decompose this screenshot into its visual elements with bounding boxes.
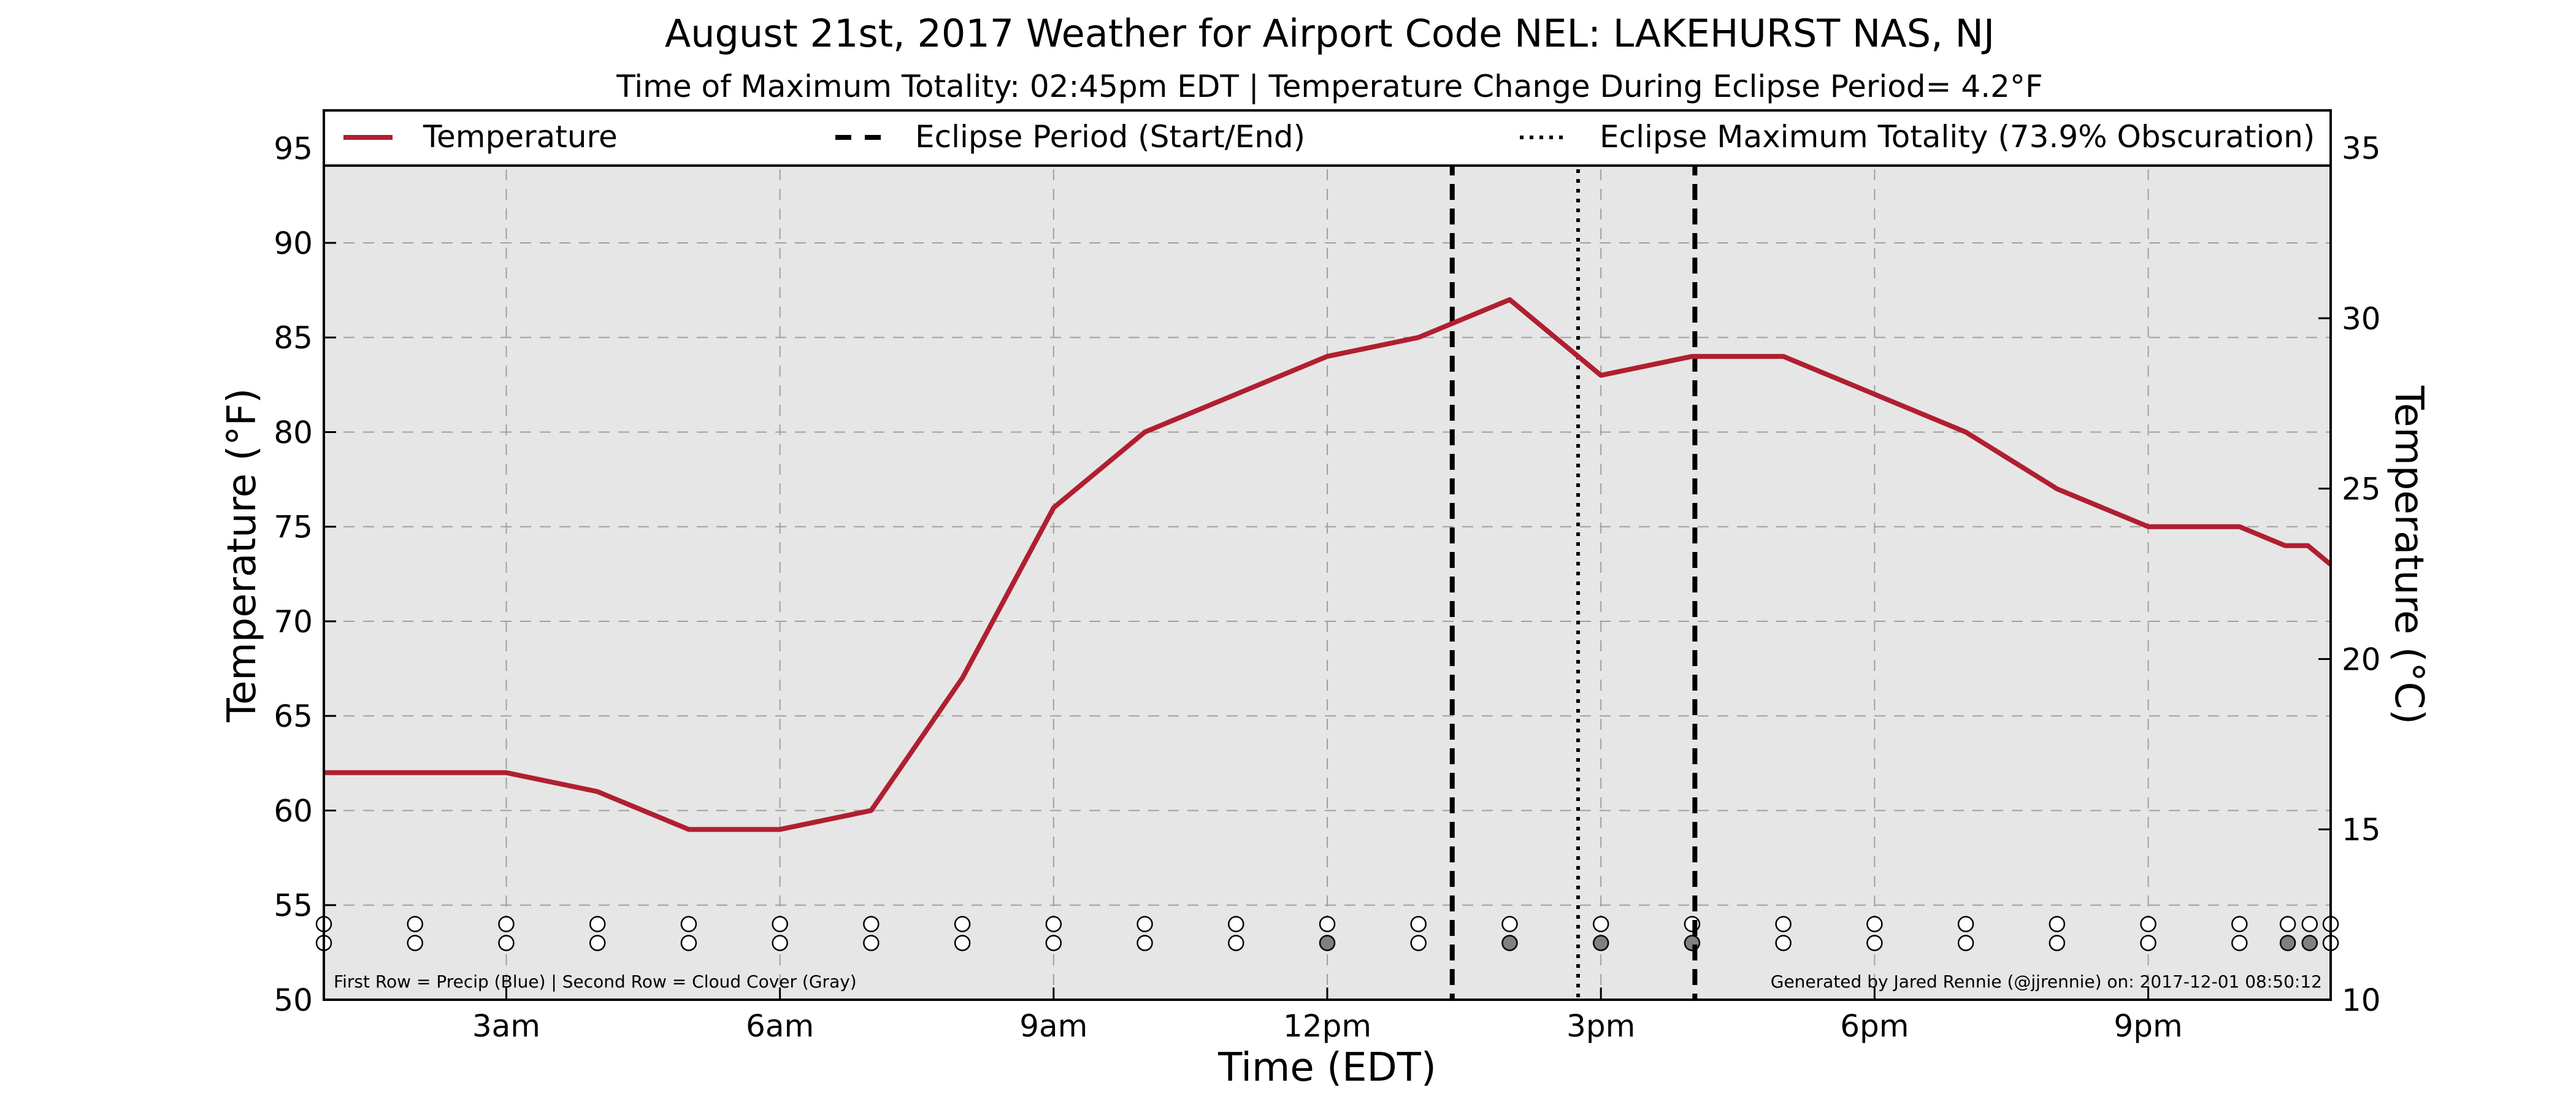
y-tick-label-4: 70 <box>274 604 313 640</box>
y-right-tick-label-2: 20 <box>2342 642 2381 677</box>
x-tick-label-3: 12pm <box>1283 1008 1371 1044</box>
precip-marker-4 <box>680 916 697 932</box>
y-tick-label-3: 65 <box>274 699 313 734</box>
precip-marker-17 <box>1866 916 1883 932</box>
precip-marker-3 <box>589 916 606 932</box>
legend-item-temperature: Temperature <box>343 119 618 155</box>
series-line-0 <box>324 297 2333 832</box>
precip-marker-6 <box>863 916 880 932</box>
legend-item-eclipse-period: Eclipse Period (Start/End) <box>835 119 1305 155</box>
precip-marker-7 <box>954 916 971 932</box>
y-tick-label-7: 85 <box>274 320 313 356</box>
cloud-marker-18 <box>1957 935 1974 951</box>
precip-marker-23 <box>2301 916 2318 932</box>
eclipse-lines <box>1449 110 1698 1000</box>
y-right-tick-label-0: 10 <box>2342 983 2381 1018</box>
cloud-marker-14 <box>1592 935 1609 951</box>
precip-marker-14 <box>1592 916 1609 932</box>
series-group <box>324 297 2333 832</box>
legend-box <box>323 109 2332 167</box>
precip-marker-12 <box>1410 916 1427 932</box>
y-tick-label-6: 80 <box>274 415 313 450</box>
y-axis-right: 10 15 20 25 30 35 <box>2318 131 2381 1018</box>
precip-marker-5 <box>772 916 788 932</box>
precip-marker-9 <box>1137 916 1153 932</box>
cloud-marker-22 <box>2279 935 2296 951</box>
cloud-marker-10 <box>1228 935 1244 951</box>
footnote-right: Generated by Jared Rennie (@jjrennie) on… <box>1771 972 2322 992</box>
cloud-marker-4 <box>680 935 697 951</box>
cloud-marker-2 <box>498 935 515 951</box>
x-tick-label-5: 6pm <box>1840 1008 1909 1044</box>
legend-label-eclipse-max: Eclipse Maximum Totality (73.9% Obscurat… <box>1600 119 2315 155</box>
x-tick-label-6: 9pm <box>2114 1008 2182 1044</box>
chart-subtitle: Time of Maximum Totality: 02:45pm EDT | … <box>616 69 2042 104</box>
precip-marker-20 <box>2140 916 2156 932</box>
precip-marker-8 <box>1045 916 1062 932</box>
y-right-tick-label-1: 15 <box>2342 812 2381 848</box>
x-tick-label-2: 9am <box>1019 1008 1087 1044</box>
cloud-marker-23 <box>2301 935 2318 951</box>
cloud-marker-9 <box>1137 935 1153 951</box>
precip-marker-2 <box>498 916 515 932</box>
x-tick-label-4: 3pm <box>1566 1008 1635 1044</box>
cloud-marker-12 <box>1410 935 1427 951</box>
y-tick-label-0: 50 <box>274 983 313 1018</box>
y-tick-label-1: 55 <box>274 888 313 924</box>
x-axis-label: Time (EDT) <box>1217 1045 1436 1091</box>
chart-title: August 21st, 2017 Weather for Airport Co… <box>665 11 1995 56</box>
y-right-tick-label-4: 30 <box>2342 301 2381 337</box>
cloud-marker-19 <box>2049 935 2066 951</box>
x-axis: 3am 6am 9am 12pm 3pm 6pm 9pm <box>472 110 2183 1044</box>
y-axis-label-left: Temperature (°F) <box>220 388 265 723</box>
footnote-left: First Row = Precip (Blue) | Second Row =… <box>334 972 857 992</box>
cloud-marker-21 <box>2231 935 2248 951</box>
y-axis-left: 50 55 60 65 70 75 80 85 90 95 <box>274 131 336 1018</box>
cloud-marker-17 <box>1866 935 1883 951</box>
y-axis-label-right: Temperature (°C) <box>2386 385 2431 724</box>
y-tick-label-8: 90 <box>274 226 313 261</box>
legend-label-eclipse-period: Eclipse Period (Start/End) <box>915 119 1305 155</box>
cloud-marker-16 <box>1775 935 1792 951</box>
cloud-marker-20 <box>2140 935 2156 951</box>
precip-marker-21 <box>2231 916 2248 932</box>
y-right-tick-label-3: 25 <box>2342 472 2381 507</box>
precip-marker-19 <box>2049 916 2066 932</box>
cloud-marker-1 <box>407 935 423 951</box>
y-right-tick-label-5: 35 <box>2342 131 2381 166</box>
cloud-marker-6 <box>863 935 880 951</box>
precip-marker-1 <box>407 916 423 932</box>
precip-marker-16 <box>1775 916 1792 932</box>
x-tick-label-1: 6am <box>746 1008 814 1044</box>
cloud-marker-3 <box>589 935 606 951</box>
precip-marker-22 <box>2279 916 2296 932</box>
precip-marker-13 <box>1501 916 1518 932</box>
cloud-marker-13 <box>1501 935 1518 951</box>
x-tick-label-0: 3am <box>472 1008 540 1044</box>
y-tick-label-9: 95 <box>274 131 313 167</box>
cloud-marker-8 <box>1045 935 1062 951</box>
precip-marker-10 <box>1228 916 1244 932</box>
marker-rows <box>315 916 2339 951</box>
cloud-marker-11 <box>1319 935 1336 951</box>
legend-label-temperature: Temperature <box>423 119 618 155</box>
y-tick-label-5: 75 <box>274 510 313 545</box>
precip-marker-18 <box>1957 916 1974 932</box>
precip-marker-11 <box>1319 916 1336 932</box>
y-tick-label-2: 60 <box>274 793 313 829</box>
cloud-marker-7 <box>954 935 971 951</box>
legend-item-eclipse-max: Eclipse Maximum Totality (73.9% Obscurat… <box>1520 119 2315 155</box>
cloud-marker-5 <box>772 935 788 951</box>
